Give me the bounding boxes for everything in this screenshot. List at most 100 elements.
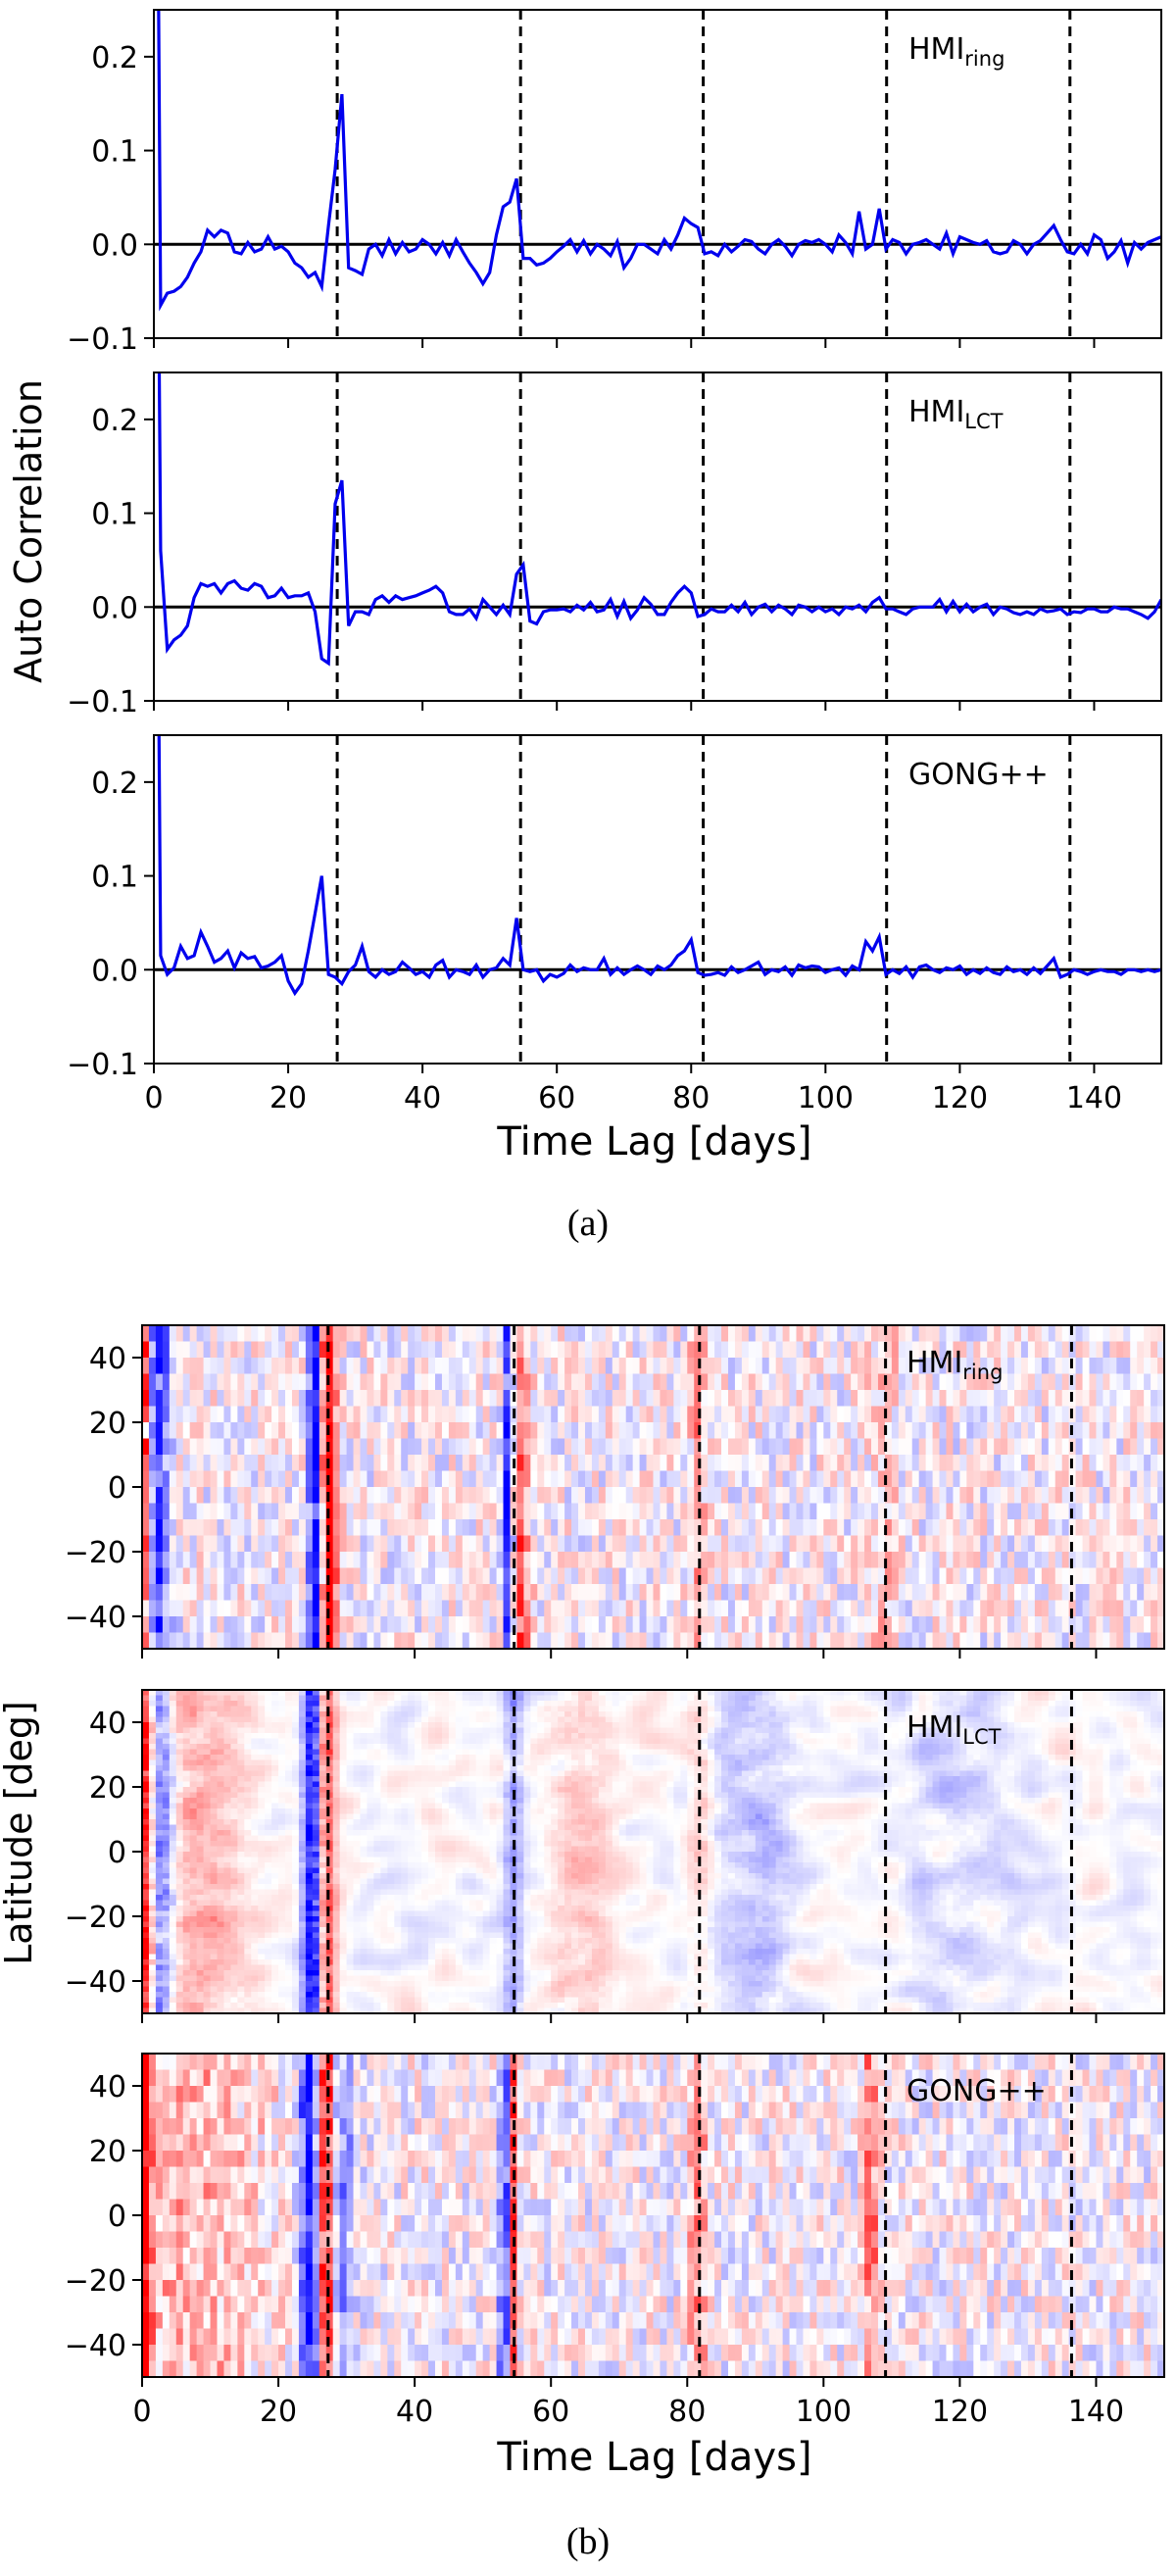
heatmap-cell: [558, 1503, 565, 1520]
heatmap-cell: [973, 1690, 981, 1697]
heatmap-cell: [1014, 1733, 1022, 1740]
heatmap-cell: [768, 1406, 777, 1423]
heatmap-cell: [1082, 1716, 1091, 1723]
heatmap-cell: [884, 1690, 893, 1697]
heatmap-cell: [591, 1716, 600, 1723]
heatmap-cell: [360, 1755, 368, 1761]
heatmap-cell: [223, 1600, 231, 1617]
heatmap-cell: [653, 1390, 662, 1408]
heatmap-cell: [1034, 1584, 1043, 1602]
heatmap-cell: [462, 1600, 470, 1617]
heatmap-cell: [360, 1600, 368, 1617]
heatmap-cell: [155, 1690, 164, 1697]
heatmap-cell: [1001, 1632, 1008, 1650]
heatmap-cell: [605, 1406, 613, 1423]
heatmap-cell: [1123, 1567, 1131, 1585]
heatmap-cell: [646, 1535, 655, 1553]
heatmap-cell: [175, 1755, 184, 1761]
heatmap-cell: [210, 1733, 219, 1740]
heatmap-cell: [291, 1722, 300, 1729]
heatmap-cell: [959, 1552, 967, 1569]
heatmap-cell: [571, 1722, 579, 1729]
heatmap-cell: [1151, 1487, 1158, 1505]
heatmap-cell: [448, 1755, 457, 1761]
heatmap-cell: [708, 1325, 715, 1343]
heatmap-cell: [291, 1727, 300, 1734]
heatmap-cell: [632, 1616, 641, 1634]
heatmap-cell: [196, 1373, 205, 1391]
heatmap-cell: [966, 1690, 974, 1697]
heatmap-cell: [708, 1584, 715, 1602]
heatmap-cell: [142, 1711, 150, 1718]
heatmap-cell: [441, 1552, 450, 1569]
heatmap-cell: [1102, 1567, 1110, 1585]
heatmap-cell: [946, 1690, 955, 1697]
heatmap-cell: [360, 1567, 368, 1585]
heatmap-cell: [360, 1487, 368, 1505]
heatmap-cell: [434, 1373, 443, 1391]
heatmap-cell: [428, 1744, 436, 1751]
heatmap-cell: [142, 1733, 150, 1740]
heatmap-cell: [271, 1373, 279, 1391]
heatmap-cell: [782, 1738, 791, 1745]
heatmap-cell: [434, 1744, 443, 1751]
heatmap-cell: [578, 1749, 586, 1756]
heatmap-cell: [496, 1535, 505, 1553]
heatmap-cell: [346, 1755, 355, 1761]
heatmap-cell: [162, 1701, 171, 1708]
heatmap-cell: [537, 1455, 545, 1472]
heatmap-cell: [591, 1701, 600, 1708]
heatmap-cell: [816, 1325, 824, 1343]
heatmap-cell: [367, 1567, 375, 1585]
heatmap-cell: [537, 1422, 545, 1440]
heatmap-cell: [687, 1690, 695, 1697]
heatmap-cell: [864, 1690, 872, 1697]
heatmap-cell: [1061, 1690, 1070, 1697]
heatmap-cell: [434, 1711, 443, 1718]
heatmap-cell: [966, 1749, 974, 1756]
heatmap-cell: [387, 1711, 395, 1718]
heatmap-cell: [285, 1584, 293, 1602]
heatmap-cell: [639, 1390, 648, 1408]
heatmap-cell: [1027, 1422, 1036, 1440]
heatmap-cell: [953, 1325, 960, 1343]
heatmap-cell: [823, 1733, 831, 1740]
heatmap-cell: [223, 1390, 231, 1408]
heatmap-cell: [980, 1535, 988, 1553]
heatmap-cell: [189, 1535, 198, 1553]
heatmap-cell: [415, 1716, 422, 1723]
heatmap-cell: [673, 1373, 681, 1391]
heatmap-cell: [285, 1552, 293, 1569]
heatmap-cell: [864, 1711, 872, 1718]
heatmap-cell: [1068, 1616, 1077, 1634]
heatmap-cell: [1096, 1438, 1104, 1456]
heatmap-cell: [980, 1600, 988, 1617]
heatmap-cell: [1151, 1616, 1158, 1634]
heatmap-cell: [946, 1711, 955, 1718]
heatmap-cell: [408, 1690, 416, 1697]
heatmap-cell: [448, 1695, 457, 1702]
heatmap-cell: [298, 1695, 307, 1702]
heatmap-cell: [148, 1744, 157, 1751]
heatmap-cell: [803, 1406, 811, 1423]
heatmap-cell: [625, 1711, 634, 1718]
heatmap-cell: [987, 1567, 995, 1585]
heatmap-cell: [1130, 1535, 1138, 1553]
heatmap-cell: [939, 1711, 948, 1718]
heatmap-cell: [884, 1552, 893, 1569]
heatmap-cell: [312, 1373, 320, 1391]
heatmap-cell: [1116, 1325, 1124, 1343]
heatmap-cell: [1130, 1503, 1138, 1520]
heatmap-cell: [387, 1690, 395, 1697]
heatmap-cell: [578, 1584, 586, 1602]
heatmap-cell: [230, 1690, 238, 1697]
heatmap-cell: [953, 1390, 960, 1408]
heatmap-cell: [823, 1535, 831, 1553]
heatmap-cell: [387, 1455, 395, 1472]
heatmap-cell: [632, 1701, 641, 1708]
heatmap-cell: [1109, 1470, 1117, 1488]
heatmap-cell: [680, 1552, 688, 1569]
heatmap-cell: [394, 1722, 402, 1729]
heatmap-cell: [394, 1727, 402, 1734]
heatmap-cell: [482, 1455, 491, 1472]
